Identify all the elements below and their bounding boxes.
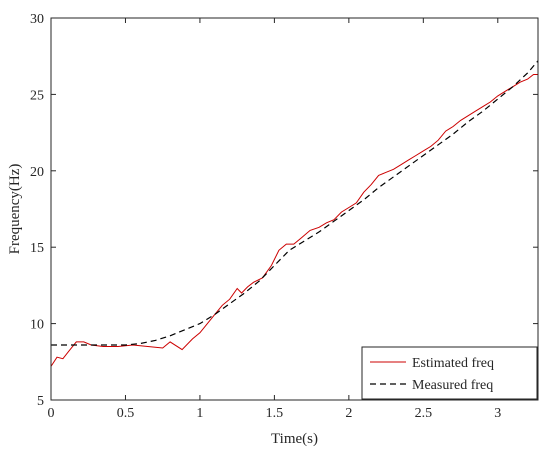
series-line-measured-freq bbox=[51, 60, 539, 346]
legend-label-measured-freq: Measured freq bbox=[412, 378, 493, 393]
y-tick-label: 30 bbox=[30, 12, 44, 27]
y-tick-label: 25 bbox=[30, 88, 44, 103]
axes-layer bbox=[50, 17, 539, 401]
y-tick-label: 5 bbox=[37, 394, 44, 409]
x-tick-label: 2.5 bbox=[415, 406, 433, 421]
y-tick-label: 20 bbox=[30, 165, 44, 180]
x-tick-label: 1.5 bbox=[266, 406, 284, 421]
series-line-estimated-freq bbox=[50, 74, 538, 367]
y-tick-label: 10 bbox=[30, 318, 44, 333]
ticks-layer: 0 0.5 1 1.5 2 2.5 3 5 10 15 20 25 30 bbox=[30, 12, 538, 421]
x-tick-label: 0 bbox=[48, 406, 55, 421]
x-tick-label: 1 bbox=[196, 406, 203, 421]
legend-box bbox=[361, 346, 538, 400]
y-axis-label: Frequency(Hz) bbox=[7, 164, 23, 255]
series-layer bbox=[50, 60, 539, 367]
x-axis-label: Time(s) bbox=[271, 431, 318, 447]
legend: Estimated freq Measured freq bbox=[361, 346, 538, 400]
x-tick-label: 0.5 bbox=[117, 406, 135, 421]
y-tick-label: 15 bbox=[30, 241, 44, 256]
x-tick-label: 2 bbox=[345, 406, 352, 421]
legend-label-estimated-freq: Estimated freq bbox=[412, 356, 494, 371]
axes-box bbox=[50, 17, 539, 401]
x-tick-label: 3 bbox=[494, 406, 501, 421]
